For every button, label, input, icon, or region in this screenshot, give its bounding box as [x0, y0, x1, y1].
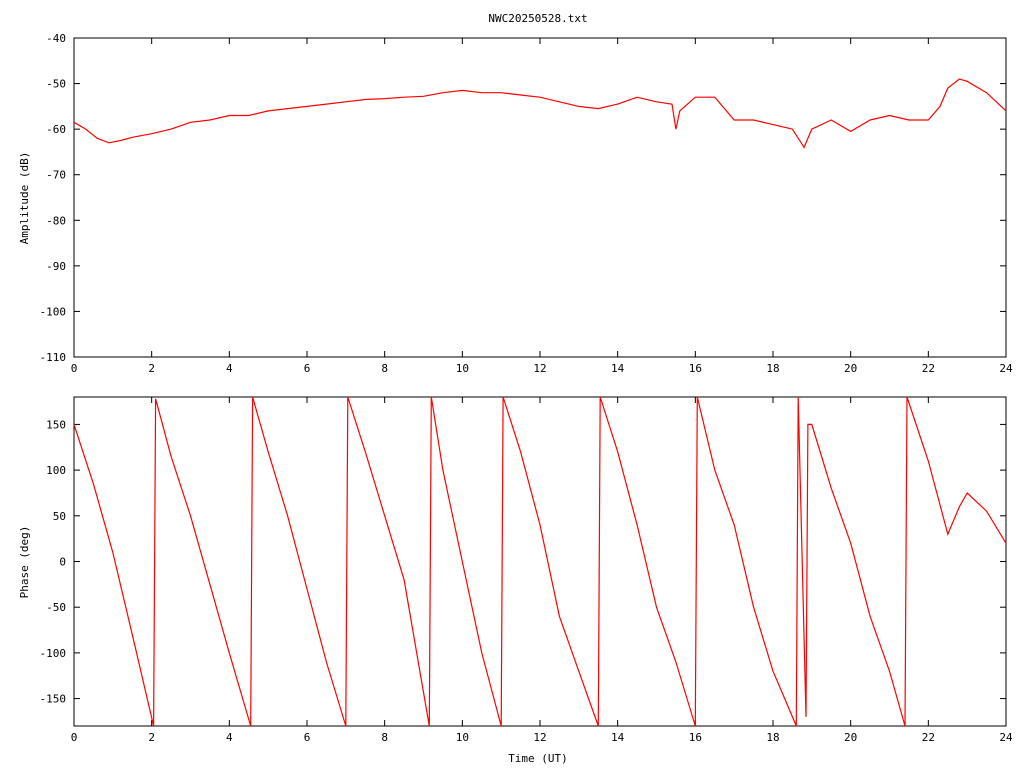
phase-series-line [73, 396, 1007, 727]
phase-y-tick-label: -100 [40, 647, 67, 660]
phase-y-tick-label: 100 [46, 464, 66, 477]
amplitude-y-tick-label: -110 [40, 351, 67, 364]
phase-x-tick-label: 24 [999, 731, 1013, 744]
chart-title: NWC20250528.txt [488, 12, 587, 25]
amplitude-x-tick-label: 8 [381, 362, 388, 375]
phase-panel: Phase (deg) 0 2 4 6 8 10 12 14 16 18 20 22 24 150100… [18, 396, 1013, 744]
phase-x-tick-label: 2 [148, 731, 155, 744]
phase-x-tick-label: 6 [304, 731, 311, 744]
amplitude-x-tick-label: 0 [71, 362, 78, 375]
phase-x-tick-label: 8 [381, 731, 388, 744]
amplitude-y-tick-label: -90 [46, 260, 66, 273]
phase-x-tick-label: 10 [456, 731, 469, 744]
x-axis-label: Time (UT) [508, 752, 568, 765]
amplitude-x-tick-label: 16 [689, 362, 702, 375]
amplitude-series [73, 78, 1007, 149]
phase-x-tick-label: 18 [766, 731, 779, 744]
amplitude-y-axis: -40 -50 -60 -70 -80 -90 -100 -110 [40, 32, 1006, 364]
amplitude-y-tick-label: -70 [46, 169, 66, 182]
phase-x-axis: 0 2 4 6 8 10 12 14 16 18 20 22 24 [71, 397, 1013, 744]
phase-x-tick-label: 14 [611, 731, 625, 744]
phase-x-tick-label: 12 [533, 731, 546, 744]
phase-x-tick-label: 20 [844, 731, 857, 744]
phase-y-axis-label: Phase (deg) [18, 526, 31, 599]
phase-plot-frame [73, 396, 1007, 727]
amplitude-y-tick-label: -100 [40, 305, 67, 318]
amplitude-x-tick-label: 10 [456, 362, 469, 375]
amplitude-x-tick-label: 24 [999, 362, 1013, 375]
phase-x-tick-label: 4 [226, 731, 233, 744]
amplitude-series-line [73, 78, 1007, 149]
amplitude-x-tick-label: 12 [533, 362, 546, 375]
phase-y-tick-label: -150 [40, 693, 67, 706]
amplitude-x-tick-label: 20 [844, 362, 857, 375]
amplitude-y-axis-label: Amplitude (dB) [18, 152, 31, 245]
phase-y-axis: 150 100 50 0 -50 -100 -150 [40, 418, 1006, 706]
phase-x-tick-label: 0 [71, 731, 78, 744]
amplitude-x-tick-label: 18 [766, 362, 779, 375]
amplitude-x-axis: 0 2 4 6 8 10 12 14 16 18 20 22 24 [71, 38, 1013, 375]
amplitude-y-tick-label: -50 [46, 78, 66, 91]
phase-y-tick-label: -50 [46, 601, 66, 614]
amplitude-x-tick-label: 22 [922, 362, 935, 375]
amplitude-x-tick-label: 6 [304, 362, 311, 375]
phase-y-tick-label: 50 [53, 510, 66, 523]
amplitude-plot-frame [73, 37, 1007, 358]
amplitude-y-tick-label: -80 [46, 214, 66, 227]
amplitude-x-tick-label: 2 [148, 362, 155, 375]
phase-x-tick-label: 22 [922, 731, 935, 744]
amplitude-x-tick-label: 4 [226, 362, 233, 375]
phase-series [73, 396, 1007, 727]
phase-y-tick-label: 150 [46, 418, 66, 431]
amplitude-y-tick-label: -60 [46, 123, 66, 136]
amplitude-x-tick-label: 14 [611, 362, 625, 375]
phase-x-tick-label: 16 [689, 731, 702, 744]
amplitude-y-tick-label: -40 [46, 32, 66, 45]
phase-y-tick-label: 0 [59, 556, 66, 569]
amplitude-panel: Amplitude (dB) 0 2 4 6 8 10 12 14 16 18 20 22 24 -40… [18, 32, 1013, 375]
